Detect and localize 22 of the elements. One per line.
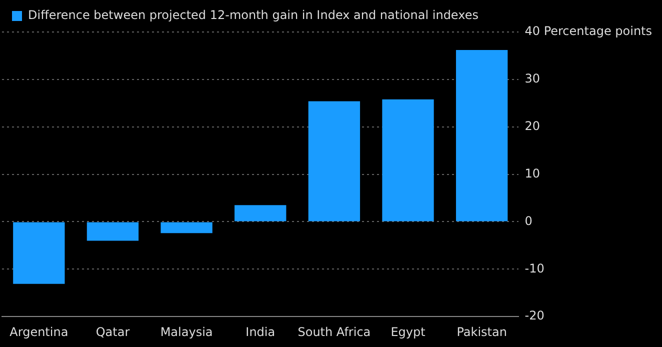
x-tick-label: Pakistan [456,324,507,339]
legend-label: Difference between projected 12-month gain in Index and national indexes [28,8,478,22]
x-tick-label: Argentina [10,324,68,339]
y-tick-label: 30 [524,72,540,86]
y-tick-label: 0 [524,214,532,228]
bar [86,222,139,241]
bar [234,205,286,222]
x-tick-label: South Africa [298,324,371,339]
y-tick-label: 10 [524,166,540,180]
bar [308,101,360,222]
x-tick-label: Qatar [96,324,130,339]
bar [13,222,65,284]
x-tick-label: Egypt [390,324,426,339]
x-tick-label: Malaysia [160,324,213,339]
bar [160,222,212,234]
x-tick-label: India [246,324,276,339]
y-tick-label: -20 [524,308,544,323]
y-tick-label: 20 [524,118,540,133]
y-tick-label: 40 Percentage points [524,24,652,38]
bar [456,50,508,222]
bar [382,99,434,222]
y-tick-label: -10 [524,261,544,276]
